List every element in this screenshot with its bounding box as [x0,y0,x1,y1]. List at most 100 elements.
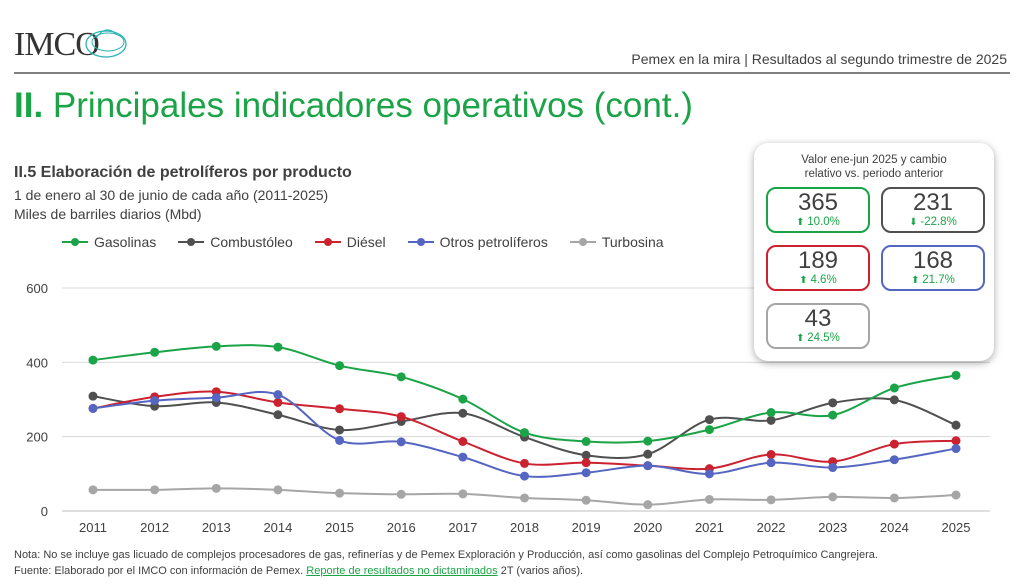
x-tick-label: 2019 [572,520,601,535]
data-point-turbosina [951,490,961,500]
legend-marker-icon [569,238,596,246]
source-text: Fuente: Elaborado por el IMCO con inform… [14,563,878,579]
data-point-diesel [335,404,345,414]
x-tick-label: 2024 [880,520,909,535]
data-point-otros-petroliferos [704,469,714,479]
data-point-diesel [889,439,899,449]
legend-marker-icon [314,238,341,246]
data-point-combustoleo [704,415,714,425]
legend-marker-icon [62,238,88,246]
arrow-up-icon: ⬆ [911,275,923,286]
summary-box: 365 ⬆ 10.0% [766,187,870,233]
data-point-combustoleo [766,415,776,425]
data-point-otros-petroliferos [211,393,221,403]
data-point-gasolinas [828,410,838,420]
legend-label: Turbosina [601,234,664,250]
summary-change-value: 24.5% [807,332,840,344]
x-tick-label: 2014 [263,520,292,535]
y-tick-label: 400 [26,355,48,370]
summary-title-line-1: Valor ene-jun 2025 y cambio [801,154,947,166]
summary-title-line-2: relativo vs. periodo anterior [804,168,944,180]
summary-change-value: -22.8% [920,216,957,228]
x-tick-label: 2011 [79,520,107,535]
data-point-otros-petroliferos [150,396,160,406]
arrow-up-icon: ⬆ [799,275,811,286]
data-point-otros-petroliferos [335,435,345,445]
data-point-turbosina [396,489,406,499]
data-point-otros-petroliferos [520,471,529,481]
data-point-diesel [766,450,776,460]
data-point-diesel [458,436,468,446]
summary-box: 231 ⬇ -22.8% [881,187,985,233]
x-tick-label: 2015 [325,520,354,535]
legend-marker-icon [178,238,205,246]
arrow-up-icon: ⬆ [796,217,808,228]
summary-change: ⬇ -22.8% [883,216,983,229]
data-point-gasolinas [581,436,591,446]
summary-change-value: 10.0% [807,216,840,228]
legend-item: Otros petrolíferos [407,234,548,250]
data-point-combustoleo [643,449,653,459]
data-point-turbosina [88,485,98,495]
x-tick-label: 2021 [695,520,724,535]
summary-value: 168 [912,247,954,274]
data-point-turbosina [520,493,529,503]
data-point-gasolinas [150,347,160,357]
imco-logo: IMCO [14,20,134,68]
summary-value: 43 [804,305,832,332]
data-point-combustoleo [273,410,283,420]
data-point-turbosina [766,495,776,505]
data-point-turbosina [643,500,653,510]
x-tick-label: 2016 [387,520,416,535]
summary-change: ⬆ 10.0% [768,216,868,229]
data-point-otros-petroliferos [396,437,406,447]
summary-box: 189 ⬆ 4.6% [766,245,870,291]
arrow-up-icon: ⬆ [796,333,808,344]
legend-label: Diésel [346,234,386,250]
data-point-gasolinas [766,408,776,418]
data-point-combustoleo [335,425,345,435]
data-point-diesel [520,458,529,468]
summary-panel-title: Valor ene-jun 2025 y cambio relativo vs.… [754,153,994,181]
data-point-diesel [951,436,961,446]
summary-change: ⬆ 4.6% [768,274,868,287]
chart-title: II.5 Elaboración de petrolíferos por pro… [14,164,352,181]
data-point-gasolinas [704,425,714,435]
data-point-turbosina [889,493,899,503]
data-point-gasolinas [458,394,468,404]
summary-value: 231 [912,189,954,216]
summary-change-value: 21.7% [922,274,955,286]
footnotes: Nota: No se incluye gas licuado de compl… [14,547,878,579]
data-point-turbosina [458,489,468,499]
data-point-combustoleo [951,420,961,430]
data-point-turbosina [828,492,838,502]
legend-label: Gasolinas [94,234,157,250]
data-point-gasolinas [643,436,653,446]
data-point-combustoleo [458,408,468,418]
data-point-turbosina [150,485,160,495]
data-point-otros-petroliferos [458,452,468,462]
data-point-combustoleo [88,391,98,401]
note-text: Nota: No se incluye gas licuado de compl… [14,549,878,561]
summary-value: 365 [797,189,839,216]
x-tick-label: 2013 [202,520,231,535]
chart-subtitle-units: Miles de barriles diarios (Mbd) [14,206,202,222]
data-point-combustoleo [828,398,838,408]
legend-item: Gasolinas [62,234,156,250]
x-tick-label: 2020 [633,520,662,535]
x-tick-label: 2018 [510,520,539,535]
data-point-turbosina [581,495,591,505]
data-point-gasolinas [211,341,221,351]
y-tick-label: 200 [26,430,48,445]
data-point-gasolinas [520,428,529,438]
x-tick-label: 2025 [942,520,971,535]
source-link[interactable]: Reporte de resultados no dictaminados [306,565,498,577]
legend-label: Otros petrolíferos [439,234,548,250]
series-line-otros-petroliferos [92,391,957,478]
header-divider [14,72,1010,74]
summary-panel: Valor ene-jun 2025 y cambio relativo vs.… [754,143,994,361]
series-line-combustoleo [92,395,957,459]
x-tick-label: 2012 [140,520,169,535]
data-point-gasolinas [88,355,98,365]
